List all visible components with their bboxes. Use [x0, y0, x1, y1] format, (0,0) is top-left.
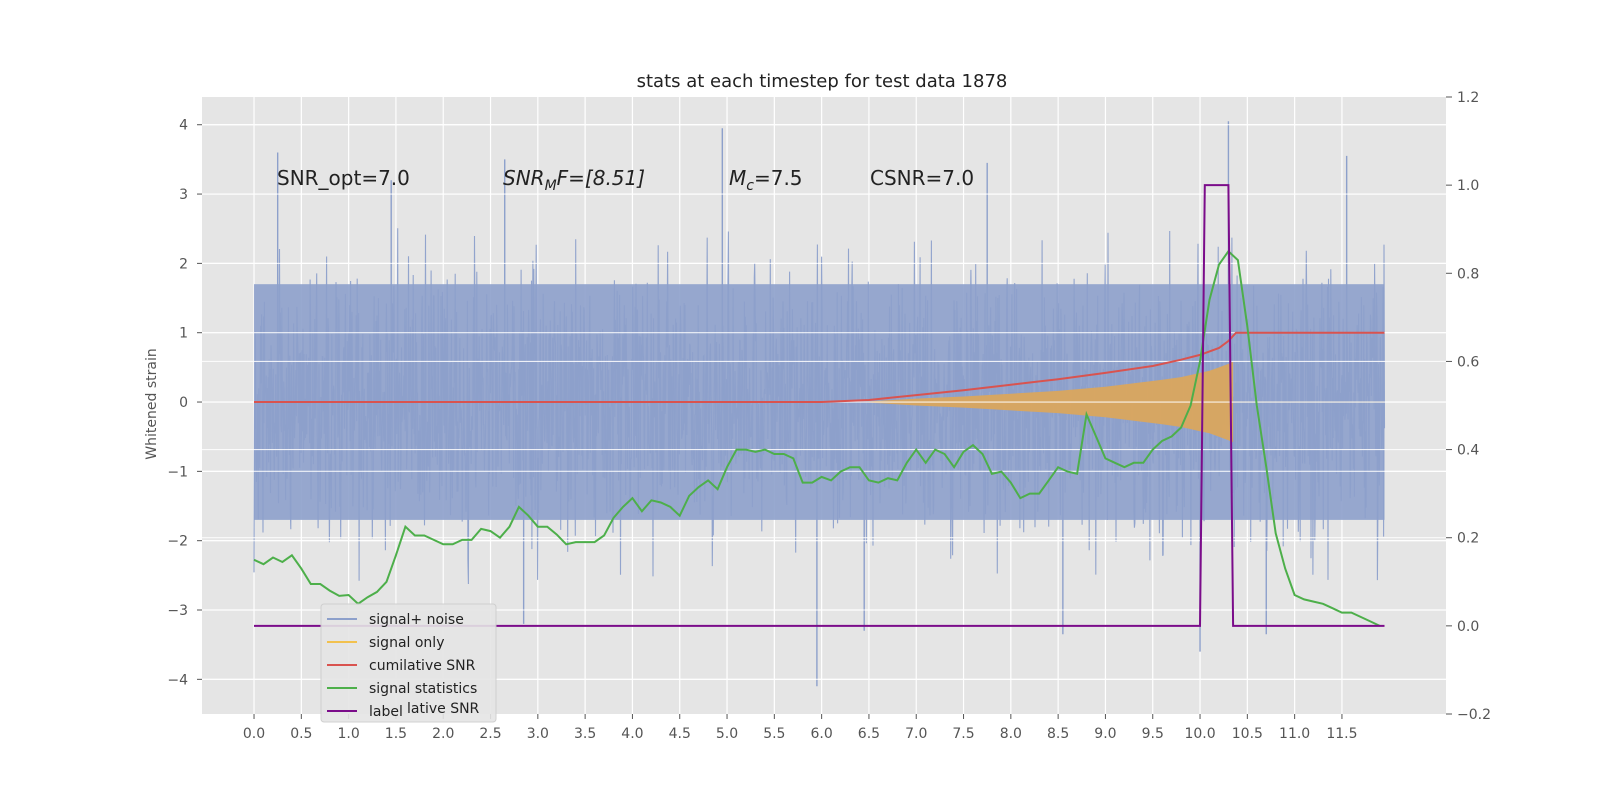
- series-line-label: [254, 184, 1385, 627]
- x-tick-label: 2.0: [432, 726, 454, 742]
- y-axis-label: Whitened strain: [144, 348, 160, 459]
- annotation-snr-mf-base: SNR: [503, 166, 545, 190]
- x-tick-label: 8.0: [1000, 726, 1022, 742]
- x-tick-label: 3.5: [574, 726, 596, 742]
- x-tick-label: 1.5: [385, 726, 407, 742]
- y-tick-label: 3: [179, 187, 188, 203]
- legend-entry: label: [369, 704, 403, 720]
- y-tick-label: 4: [179, 118, 188, 134]
- x-tick-label: 10.5: [1232, 726, 1263, 742]
- legend-ghost-text: lative SNR: [407, 701, 480, 717]
- x-tick-label: 11.0: [1279, 726, 1310, 742]
- annotation-snr-opt: SNR_opt=7.0: [277, 166, 410, 190]
- chart-title: stats at each timestep for test data 187…: [637, 71, 1008, 92]
- y2-tick-label: 1.2: [1457, 90, 1479, 106]
- x-tick-label: 7.0: [905, 726, 927, 742]
- x-tick-label: 3.0: [527, 726, 549, 742]
- x-tick-label: 4.0: [621, 726, 643, 742]
- y2-tick-label: 0.4: [1457, 443, 1479, 459]
- annotation-snr-mf-sub: M: [545, 178, 557, 194]
- annotation-snr-mf-rest: F=[8.51]: [557, 166, 645, 190]
- axes: 0.0 0.5 1.0 1.5 2.0 2.5 3.0 3.5 4.0 4.5 5.0 5.5 6.0 6…: [167, 90, 1491, 742]
- x-tick-label: 6.0: [811, 726, 833, 742]
- x-tick-label: 9.0: [1094, 726, 1116, 742]
- x-tick-label: 8.5: [1047, 726, 1069, 742]
- y2-tick-label: 0.2: [1457, 531, 1479, 547]
- x-tick-label: 0.0: [243, 726, 265, 742]
- y2-tick-label: 1.0: [1457, 178, 1479, 194]
- series-line-signal-statistics: [253, 249, 1381, 627]
- annotation-csnr: CSNR=7.0: [870, 166, 974, 190]
- x-tick-label: 11.5: [1326, 726, 1357, 742]
- x-tick-label: 5.0: [716, 726, 738, 742]
- x-tick-label: 5.5: [763, 726, 785, 742]
- y-tick-label: 2: [179, 256, 188, 272]
- y-tick-label: 0: [179, 395, 188, 411]
- y-tick-label: 1: [179, 326, 188, 342]
- x-tick-label: 6.5: [858, 726, 880, 742]
- y-tick-label: −3: [167, 603, 188, 619]
- x-tick-label: 0.5: [290, 726, 312, 742]
- x-tick-label: 1.0: [337, 726, 359, 742]
- series-line-cumilative-snr: [254, 331, 1385, 403]
- legend-entry: cumilative SNR: [369, 658, 476, 674]
- legend: lative SNR signal+ noise signal only cumila…: [320, 603, 497, 723]
- y-tick-label: −4: [167, 672, 188, 688]
- y-tick-label: −2: [167, 534, 188, 550]
- annotation-mc-base: M: [729, 166, 746, 190]
- line-series: [253, 184, 1385, 627]
- x-tick-label: 2.5: [479, 726, 501, 742]
- y2-tick-label: −0.2: [1457, 707, 1491, 723]
- legend-entry: signal only: [369, 635, 444, 651]
- legend-entry: signal+ noise: [369, 612, 464, 628]
- x-tick-label: 9.5: [1142, 726, 1164, 742]
- annotation-mc-rest: =7.5: [754, 166, 803, 190]
- legend-entry: signal statistics: [369, 681, 477, 697]
- x-tick-label: 10.0: [1184, 726, 1215, 742]
- y2-tick-label: 0.8: [1457, 266, 1479, 282]
- y2-tick-label: 0.0: [1457, 619, 1479, 635]
- legend-box: [320, 603, 497, 723]
- x-tick-label: 7.5: [952, 726, 974, 742]
- y-tick-label: −1: [167, 464, 188, 480]
- x-tick-label: 4.5: [669, 726, 691, 742]
- annotation-mc-sub: c: [746, 178, 754, 194]
- annotations: SNR_opt=7.0 SNRMF=[8.51] Mc=7.5 CSNR=7.0: [277, 166, 974, 194]
- annotation-mc: Mc=7.5: [729, 166, 803, 194]
- annotation-snr-mf: SNRMF=[8.51]: [503, 166, 645, 194]
- y2-tick-label: 0.6: [1457, 354, 1479, 370]
